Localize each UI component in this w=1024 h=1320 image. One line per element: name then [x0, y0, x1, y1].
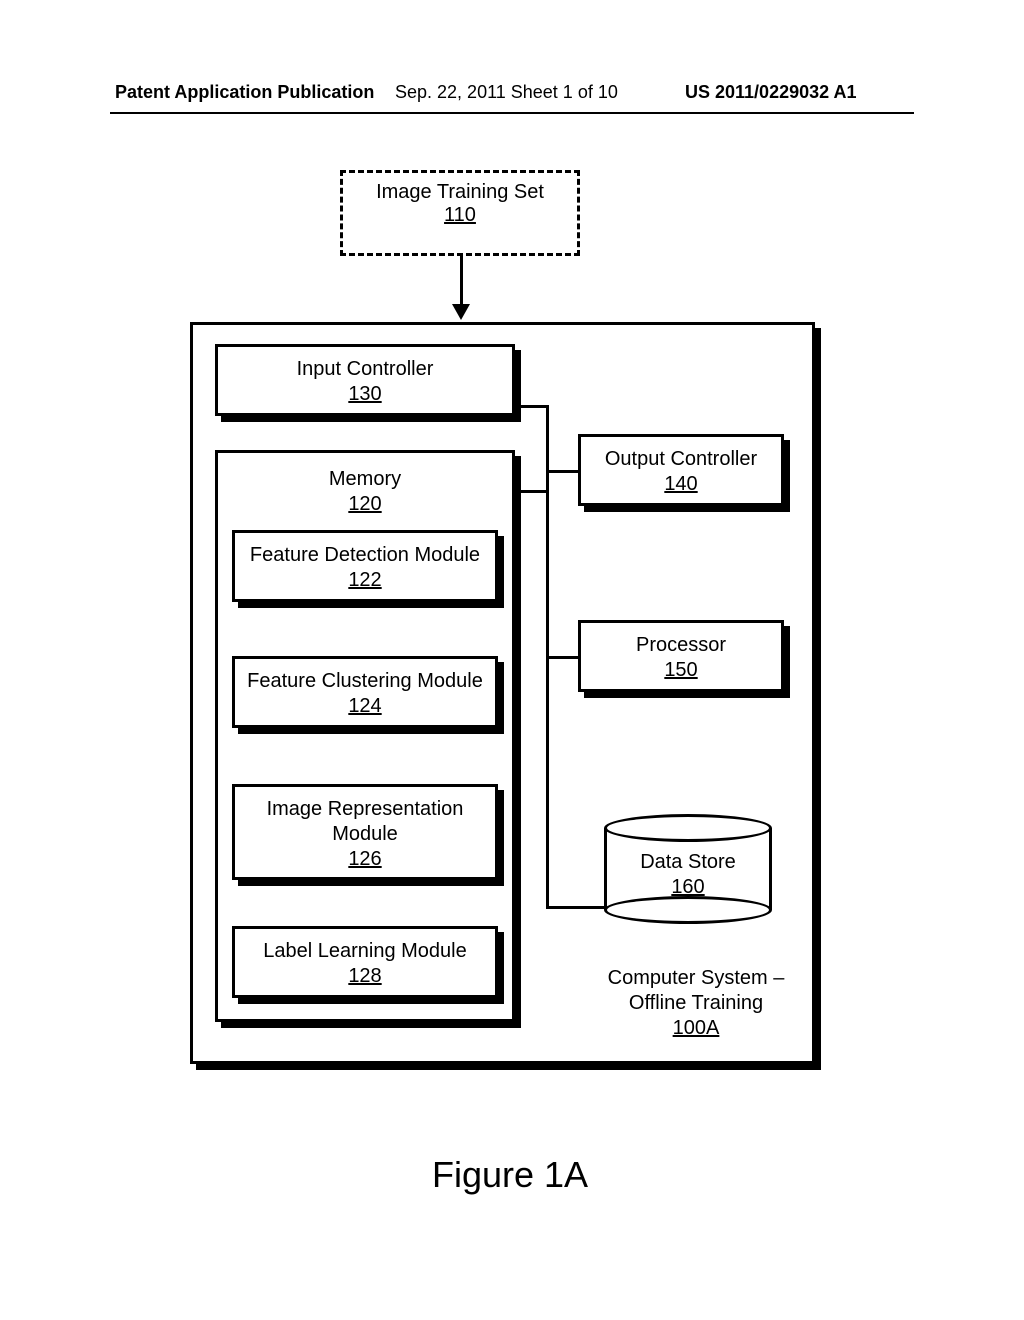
system-label: Computer System – Offline Training 100A	[596, 966, 796, 1041]
header-left: Patent Application Publication	[115, 82, 374, 103]
header-right: US 2011/0229032 A1	[685, 82, 856, 103]
feature-detection-box: Feature Detection Module 122	[232, 530, 498, 602]
feature-clustering-num: 124	[235, 694, 495, 719]
feature-clustering-box: Feature Clustering Module 124	[232, 656, 498, 728]
label-learning-box: Label Learning Module 128	[232, 926, 498, 998]
connector-processor	[546, 656, 578, 659]
system-label-line1: Computer System –	[608, 967, 785, 989]
memory-title: Memory	[218, 467, 512, 492]
header-mid: Sep. 22, 2011 Sheet 1 of 10	[395, 82, 618, 103]
data-store-cylinder: Data Store 160	[604, 814, 772, 924]
page: Patent Application Publication Sep. 22, …	[0, 0, 1024, 1320]
cylinder-bottom	[604, 896, 772, 924]
feature-detection-title: Feature Detection Module	[235, 543, 495, 568]
processor-title: Processor	[581, 633, 781, 658]
feature-clustering-title: Feature Clustering Module	[235, 669, 495, 694]
header-rule	[110, 112, 914, 114]
data-store-title: Data Store	[640, 851, 736, 873]
processor-box: Processor 150	[578, 620, 784, 692]
image-representation-title1: Image Representation	[235, 797, 495, 822]
data-store-num: 160	[671, 876, 704, 898]
training-set-box: Image Training Set 110	[340, 170, 580, 256]
connector-input	[521, 405, 546, 408]
output-controller-num: 140	[581, 472, 781, 497]
training-set-title: Image Training Set	[376, 181, 544, 203]
output-controller-title: Output Controller	[581, 447, 781, 472]
training-set-num: 110	[444, 204, 476, 226]
input-controller-title: Input Controller	[218, 357, 512, 382]
input-controller-box: Input Controller 130	[215, 344, 515, 416]
figure-caption: Figure 1A	[330, 1154, 690, 1196]
feature-detection-num: 122	[235, 568, 495, 593]
data-store-text: Data Store 160	[604, 850, 772, 900]
label-learning-title: Label Learning Module	[235, 939, 495, 964]
image-representation-box: Image Representation Module 126	[232, 784, 498, 880]
system-label-num: 100A	[673, 1017, 720, 1039]
image-representation-num: 126	[235, 847, 495, 872]
arrow-head-icon	[452, 304, 470, 320]
system-label-line2: Offline Training	[629, 992, 763, 1014]
input-controller-num: 130	[218, 382, 512, 407]
connector-datastore	[546, 906, 604, 909]
memory-num: 120	[218, 492, 512, 517]
connector-memory	[521, 490, 546, 493]
output-controller-box: Output Controller 140	[578, 434, 784, 506]
image-representation-title2: Module	[235, 822, 495, 847]
processor-num: 150	[581, 658, 781, 683]
arrow-stem	[460, 256, 463, 306]
connector-output	[546, 470, 578, 473]
label-learning-num: 128	[235, 964, 495, 989]
cylinder-top	[604, 814, 772, 842]
